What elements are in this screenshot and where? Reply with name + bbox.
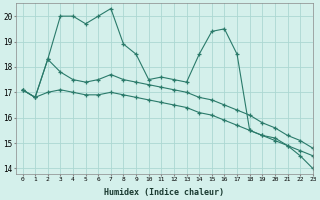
- X-axis label: Humidex (Indice chaleur): Humidex (Indice chaleur): [105, 188, 225, 197]
